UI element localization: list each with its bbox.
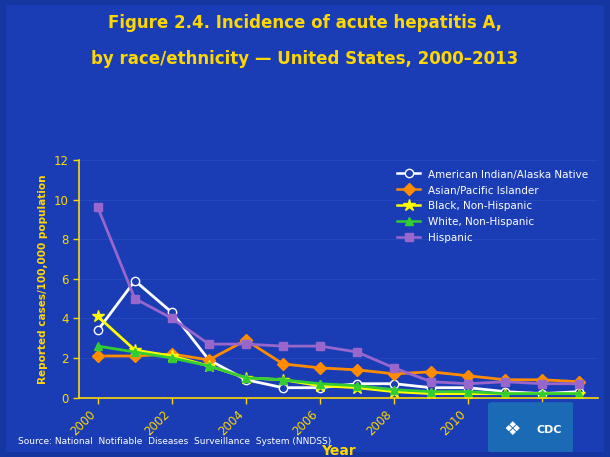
Black, Non-Hispanic — [465, 391, 472, 396]
White, Non-Hispanic — [242, 375, 249, 381]
Asian/Pacific Islander — [465, 373, 472, 378]
Black, Non-Hispanic — [317, 383, 324, 388]
Black, Non-Hispanic — [428, 391, 435, 396]
Asian/Pacific Islander — [353, 367, 361, 372]
White, Non-Hispanic — [428, 389, 435, 394]
Hispanic — [131, 296, 138, 301]
Text: by race/ethnicity — United States, 2000–2013: by race/ethnicity — United States, 2000–… — [92, 50, 518, 68]
White, Non-Hispanic — [279, 377, 287, 383]
FancyBboxPatch shape — [488, 402, 573, 452]
Text: Figure 2.4. Incidence of acute hepatitis A,: Figure 2.4. Incidence of acute hepatitis… — [108, 14, 502, 32]
White, Non-Hispanic — [576, 391, 583, 396]
Legend: American Indian/Alaska Native, Asian/Pacific Islander, Black, Non-Hispanic, Whit: American Indian/Alaska Native, Asian/Pac… — [393, 165, 592, 248]
Hispanic — [94, 205, 101, 210]
Asian/Pacific Islander — [131, 353, 138, 359]
Line: Hispanic: Hispanic — [94, 203, 583, 388]
American Indian/Alaska Native — [465, 385, 472, 390]
Asian/Pacific Islander — [576, 379, 583, 384]
Hispanic — [501, 379, 509, 384]
Line: Asian/Pacific Islander: Asian/Pacific Islander — [94, 336, 583, 386]
American Indian/Alaska Native — [539, 391, 546, 396]
Asian/Pacific Islander — [428, 369, 435, 375]
White, Non-Hispanic — [353, 383, 361, 388]
Text: Source: National  Notifiable  Diseases  Surveillance  System (NNDSS): Source: National Notifiable Diseases Sur… — [18, 436, 332, 446]
American Indian/Alaska Native — [168, 310, 176, 315]
Text: CDC: CDC — [537, 425, 562, 435]
Asian/Pacific Islander — [501, 377, 509, 383]
Line: American Indian/Alaska Native: American Indian/Alaska Native — [94, 276, 583, 398]
Black, Non-Hispanic — [168, 353, 176, 359]
American Indian/Alaska Native — [131, 278, 138, 283]
American Indian/Alaska Native — [501, 389, 509, 394]
Hispanic — [317, 343, 324, 349]
American Indian/Alaska Native — [353, 381, 361, 387]
Hispanic — [242, 341, 249, 347]
Asian/Pacific Islander — [242, 337, 249, 343]
White, Non-Hispanic — [539, 391, 546, 396]
Text: ❖: ❖ — [503, 420, 521, 439]
Black, Non-Hispanic — [279, 377, 287, 383]
Asian/Pacific Islander — [317, 365, 324, 371]
White, Non-Hispanic — [94, 343, 101, 349]
Line: Black, Non-Hispanic: Black, Non-Hispanic — [92, 310, 586, 400]
Hispanic — [279, 343, 287, 349]
White, Non-Hispanic — [131, 349, 138, 355]
Asian/Pacific Islander — [206, 357, 213, 363]
White, Non-Hispanic — [390, 387, 398, 393]
Black, Non-Hispanic — [94, 314, 101, 319]
Hispanic — [353, 349, 361, 355]
American Indian/Alaska Native — [576, 389, 583, 394]
American Indian/Alaska Native — [206, 357, 213, 363]
Black, Non-Hispanic — [501, 391, 509, 396]
Hispanic — [390, 365, 398, 371]
Black, Non-Hispanic — [206, 363, 213, 369]
Black, Non-Hispanic — [242, 375, 249, 381]
Asian/Pacific Islander — [279, 361, 287, 367]
American Indian/Alaska Native — [428, 385, 435, 390]
Hispanic — [465, 381, 472, 387]
American Indian/Alaska Native — [279, 385, 287, 390]
Asian/Pacific Islander — [94, 353, 101, 359]
American Indian/Alaska Native — [242, 377, 249, 383]
Asian/Pacific Islander — [390, 371, 398, 377]
White, Non-Hispanic — [206, 363, 213, 369]
Black, Non-Hispanic — [131, 347, 138, 353]
Asian/Pacific Islander — [539, 377, 546, 383]
Black, Non-Hispanic — [539, 391, 546, 396]
Black, Non-Hispanic — [390, 389, 398, 394]
Hispanic — [206, 341, 213, 347]
Hispanic — [168, 316, 176, 321]
American Indian/Alaska Native — [94, 328, 101, 333]
Asian/Pacific Islander — [168, 351, 176, 357]
X-axis label: Year: Year — [321, 444, 356, 457]
White, Non-Hispanic — [168, 355, 176, 361]
Black, Non-Hispanic — [576, 391, 583, 396]
Hispanic — [576, 381, 583, 387]
Black, Non-Hispanic — [353, 385, 361, 390]
American Indian/Alaska Native — [317, 385, 324, 390]
Hispanic — [539, 381, 546, 387]
White, Non-Hispanic — [501, 391, 509, 396]
Y-axis label: Reported cases/100,000 population: Reported cases/100,000 population — [38, 174, 48, 383]
American Indian/Alaska Native — [390, 381, 398, 387]
White, Non-Hispanic — [317, 381, 324, 387]
Hispanic — [428, 379, 435, 384]
Line: White, Non-Hispanic: White, Non-Hispanic — [94, 342, 583, 398]
White, Non-Hispanic — [465, 389, 472, 394]
